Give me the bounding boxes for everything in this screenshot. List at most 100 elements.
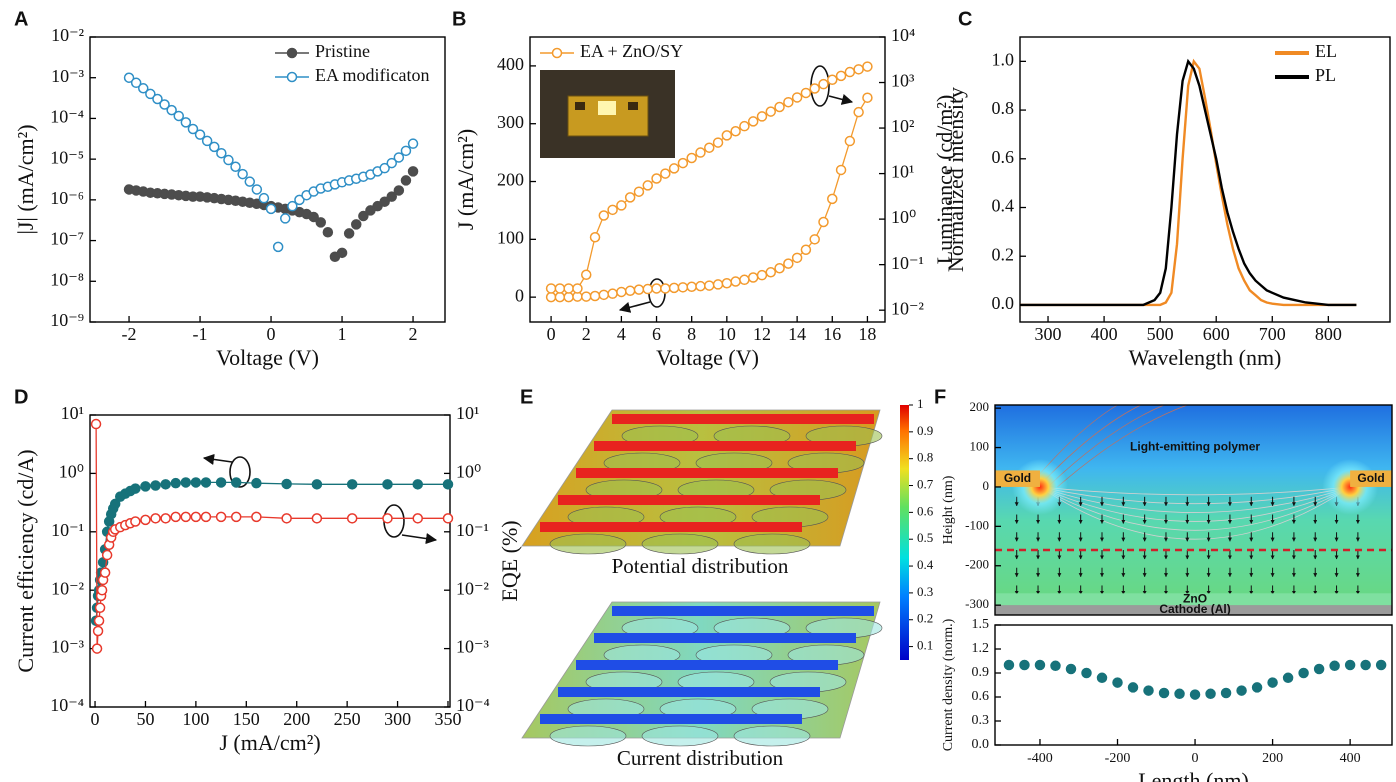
- data-point: [215, 511, 227, 523]
- data-point: [251, 184, 263, 195]
- panel-letter: B: [452, 8, 466, 30]
- field-annotation: ZnO: [1183, 591, 1207, 605]
- data-point: [598, 210, 610, 221]
- data-point: [1329, 660, 1340, 672]
- data-point: [407, 138, 419, 149]
- x-tick-label: 12: [753, 324, 771, 344]
- y-tick-label: 10⁻⁶: [50, 188, 84, 208]
- data-point: [216, 147, 227, 159]
- electrode: [540, 714, 802, 724]
- x-tick-label: 0: [1192, 751, 1199, 766]
- y-tick-label: 0.2: [992, 244, 1015, 264]
- panel-letter: F: [934, 386, 946, 408]
- field-annotation: Light-emitting polymer: [1130, 440, 1260, 454]
- x-axis-label: J (mA/cm²): [219, 730, 320, 755]
- data-point: [123, 72, 135, 83]
- data-point: [624, 192, 636, 203]
- data-point: [853, 106, 864, 118]
- data-point: [642, 283, 653, 295]
- plot-frame: [529, 36, 886, 323]
- series-line: [95, 481, 448, 621]
- y-tick-label: 0.0: [972, 737, 990, 752]
- x-tick-label: 150: [233, 709, 260, 729]
- data-point: [223, 154, 234, 166]
- streamline: [1039, 486, 1351, 513]
- data-point: [580, 291, 592, 302]
- panel-letter: A: [14, 8, 28, 30]
- data-point: [747, 116, 759, 127]
- x-tick-label: -2: [122, 324, 137, 344]
- data-point: [686, 281, 697, 292]
- data-point: [187, 123, 199, 135]
- y-tick-label: 0.9: [972, 665, 990, 680]
- data-point: [730, 126, 741, 137]
- data-point: [386, 157, 397, 169]
- data-point: [173, 110, 184, 122]
- electrode: [540, 522, 802, 532]
- data-point: [244, 176, 255, 187]
- data-point: [281, 513, 292, 524]
- data-point: [712, 137, 724, 148]
- data-point: [322, 227, 334, 238]
- data-point: [616, 286, 627, 298]
- data-point: [315, 217, 326, 228]
- y-tick-label: -300: [965, 596, 989, 611]
- electrode: [612, 606, 874, 616]
- x-tick-label: 0: [267, 324, 276, 344]
- x-tick-label: 100: [182, 709, 209, 729]
- data-point: [1034, 659, 1046, 671]
- data-point: [265, 203, 277, 215]
- data-point: [1003, 659, 1015, 671]
- panel-letter: D: [14, 386, 28, 408]
- legend-marker: [286, 47, 298, 59]
- data-point: [101, 549, 113, 561]
- data-point: [1143, 685, 1154, 696]
- data-point: [386, 191, 397, 202]
- data-point: [1205, 688, 1216, 700]
- data-point: [258, 192, 270, 204]
- data-point: [712, 279, 724, 290]
- data-point: [844, 66, 856, 78]
- data-point: [686, 152, 697, 164]
- data-point: [1313, 663, 1325, 675]
- x-tick-label: 16: [823, 324, 841, 344]
- data-point: [280, 213, 291, 224]
- data-point: [827, 193, 838, 205]
- data-point: [827, 74, 838, 86]
- data-point: [835, 70, 847, 82]
- data-point: [730, 276, 741, 287]
- cell: [641, 533, 719, 555]
- x-tick-label: 50: [136, 709, 154, 729]
- cell: [549, 533, 627, 555]
- x-tick-label: 8: [687, 324, 696, 344]
- data-point: [1360, 659, 1371, 671]
- data-point: [200, 477, 212, 488]
- y-tick-label: 10⁻³: [456, 637, 490, 657]
- data-point: [695, 147, 706, 158]
- data-point: [1344, 659, 1356, 671]
- y-tick-label: 10⁻²: [456, 578, 489, 598]
- data-point: [287, 200, 298, 212]
- data-point: [1189, 689, 1201, 700]
- y-tick-label: 10⁻³: [51, 637, 85, 657]
- y-axis-label: J (mA/cm²): [453, 129, 478, 230]
- x-tick-label: 4: [617, 324, 626, 344]
- data-point: [809, 234, 820, 245]
- data-point: [589, 290, 601, 302]
- legend-label: PL: [1315, 65, 1336, 85]
- x-tick-label: 700: [1259, 324, 1286, 344]
- x-tick-label: 18: [858, 324, 876, 344]
- legend-label: EA modificaton: [315, 65, 429, 85]
- plot-frame: [1019, 36, 1391, 323]
- data-point: [783, 96, 794, 108]
- cell: [733, 725, 811, 747]
- data-point: [624, 285, 636, 297]
- data-point: [294, 194, 305, 206]
- data-point: [400, 145, 412, 157]
- data-point: [862, 92, 873, 103]
- data-point: [1298, 667, 1309, 679]
- data-point: [756, 269, 768, 281]
- streamline: [1039, 486, 1351, 496]
- colorbar-label: 0.9: [917, 423, 933, 438]
- x-tick-label: 300: [384, 709, 411, 729]
